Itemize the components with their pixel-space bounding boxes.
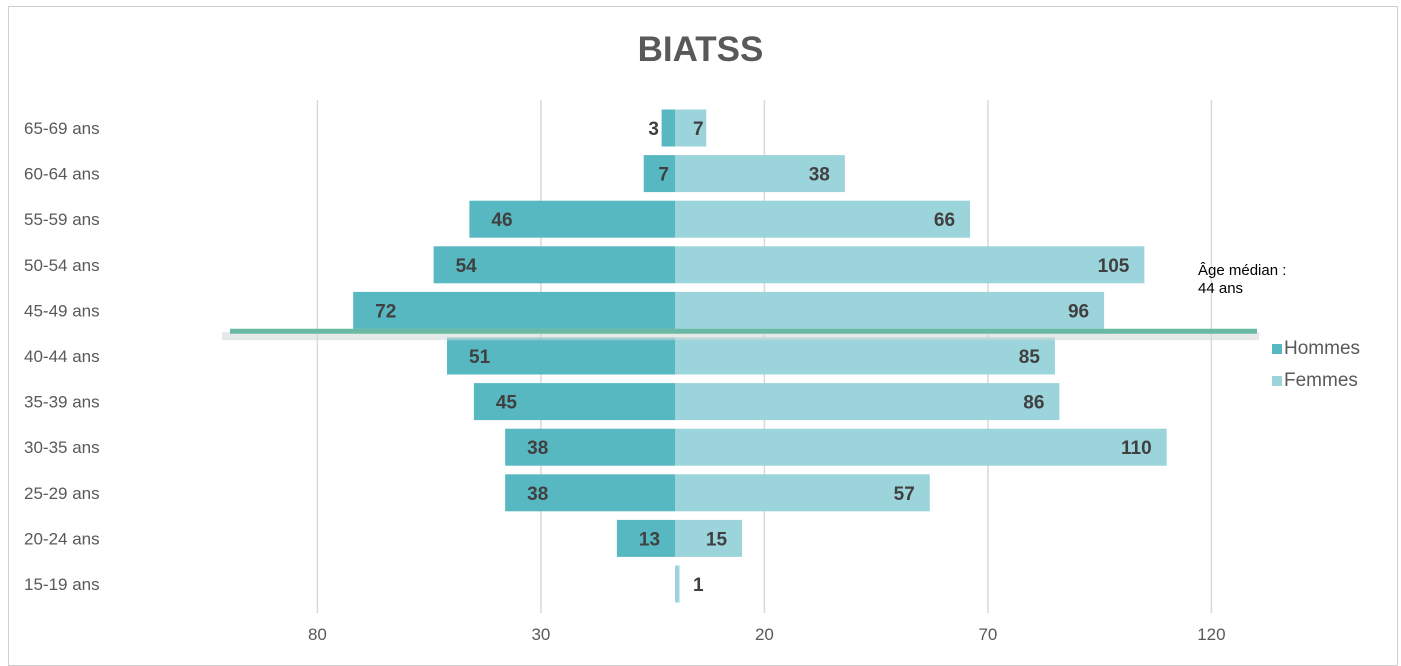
data-label-hommes: 3 bbox=[648, 119, 659, 140]
bar-hommes bbox=[505, 474, 675, 512]
data-label-femmes: 57 bbox=[894, 484, 915, 505]
data-label-hommes: 54 bbox=[456, 256, 478, 277]
category-label: 15-19 ans bbox=[24, 575, 100, 594]
x-tick-label-2: 20 bbox=[755, 625, 774, 644]
data-label-femmes: 86 bbox=[1023, 393, 1044, 414]
legend-label-femmes: Femmes bbox=[1284, 370, 1358, 391]
bar-femmes bbox=[675, 474, 930, 512]
data-label-femmes: 105 bbox=[1098, 256, 1130, 277]
legend-swatch-femmes bbox=[1272, 376, 1282, 386]
median-annotation-line1: Âge médian : bbox=[1198, 262, 1287, 279]
chart-title: BIATSS bbox=[637, 30, 764, 69]
bar-femmes bbox=[675, 337, 1055, 375]
bar-hommes bbox=[353, 291, 675, 329]
bar-hommes bbox=[661, 109, 675, 147]
bar-femmes bbox=[675, 109, 707, 147]
legend-item-hommes[interactable]: Hommes bbox=[1272, 338, 1360, 360]
bar-femmes bbox=[675, 383, 1060, 421]
bar-femmes bbox=[675, 246, 1145, 284]
median-age-annotation: Âge médian : 44 ans bbox=[1198, 262, 1286, 298]
category-label: 50-54 ans bbox=[24, 256, 100, 275]
legend-item-femmes[interactable]: Femmes bbox=[1272, 370, 1360, 392]
data-label-hommes: 46 bbox=[491, 210, 512, 231]
bar-femmes bbox=[675, 200, 971, 238]
x-tick-label-0: 80 bbox=[308, 625, 327, 644]
category-label: 55-59 ans bbox=[24, 210, 100, 229]
category-label: 30-35 ans bbox=[24, 438, 100, 457]
bar-hommes bbox=[447, 337, 675, 375]
bar-hommes bbox=[473, 383, 675, 421]
bar-femmes bbox=[675, 291, 1105, 329]
data-label-hommes: 45 bbox=[496, 393, 518, 414]
category-label: 35-39 ans bbox=[24, 393, 100, 412]
category-label: 45-49 ans bbox=[24, 301, 100, 320]
data-label-hommes: 72 bbox=[375, 301, 396, 322]
x-tick-label-1: 30 bbox=[531, 625, 550, 644]
data-label-femmes: 85 bbox=[1019, 347, 1041, 368]
data-label-femmes: 1 bbox=[693, 575, 704, 596]
legend-swatch-hommes bbox=[1272, 344, 1282, 354]
category-label: 25-29 ans bbox=[24, 484, 100, 503]
data-label-femmes: 110 bbox=[1121, 438, 1152, 459]
data-label-hommes: 13 bbox=[639, 529, 660, 550]
data-label-hommes: 7 bbox=[658, 165, 669, 186]
category-label: 20-24 ans bbox=[24, 529, 100, 548]
bar-hommes bbox=[643, 155, 675, 193]
x-tick-label-4: 120 bbox=[1197, 625, 1225, 644]
data-label-hommes: 38 bbox=[527, 438, 548, 459]
category-label: 40-44 ans bbox=[24, 347, 100, 366]
category-label: 60-64 ans bbox=[24, 165, 100, 184]
legend: Hommes Femmes bbox=[1272, 338, 1360, 402]
median-annotation-line2: 44 ans bbox=[1198, 280, 1244, 297]
x-tick-label-3: 70 bbox=[978, 625, 997, 644]
median-line-shadow bbox=[222, 332, 1259, 341]
data-label-femmes: 38 bbox=[809, 165, 830, 186]
data-label-hommes: 51 bbox=[469, 347, 491, 368]
bar-femmes bbox=[675, 155, 845, 193]
bar-hommes bbox=[469, 200, 675, 238]
bar-femmes bbox=[675, 565, 680, 603]
data-label-femmes: 15 bbox=[706, 529, 728, 550]
legend-label-hommes: Hommes bbox=[1284, 338, 1361, 359]
data-label-femmes: 66 bbox=[934, 210, 955, 231]
bar-femmes bbox=[675, 519, 743, 557]
bar-hommes bbox=[505, 428, 675, 466]
bar-femmes bbox=[675, 428, 1167, 466]
bar-hommes bbox=[433, 246, 675, 284]
category-label: 65-69 ans bbox=[24, 119, 100, 138]
data-label-hommes: 38 bbox=[527, 484, 548, 505]
data-label-femmes: 7 bbox=[693, 119, 704, 140]
data-label-femmes: 96 bbox=[1068, 301, 1089, 322]
bar-hommes bbox=[616, 519, 675, 557]
